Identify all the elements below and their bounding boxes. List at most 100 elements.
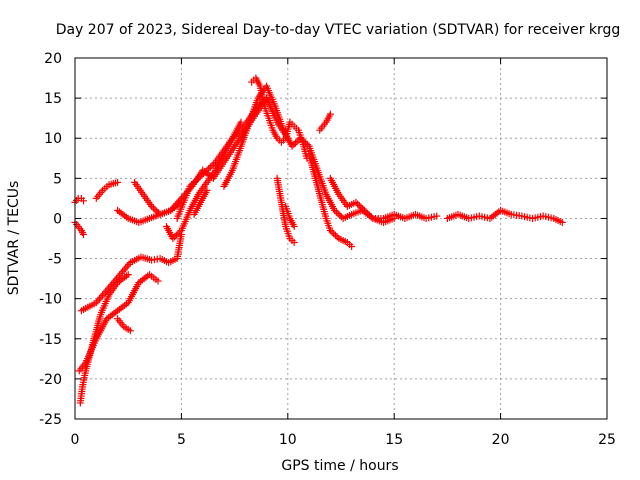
data-point bbox=[326, 226, 334, 234]
data-point bbox=[173, 214, 181, 222]
data-point bbox=[231, 142, 239, 150]
y-tick-label: -25 bbox=[39, 412, 62, 428]
data-point bbox=[193, 176, 201, 184]
x-tick-label: 10 bbox=[279, 432, 297, 448]
data-point bbox=[248, 78, 256, 86]
data-point bbox=[194, 190, 202, 198]
data-point bbox=[265, 114, 273, 122]
data-point bbox=[114, 307, 122, 315]
data-point bbox=[326, 174, 334, 182]
data-point bbox=[105, 181, 113, 189]
data-point bbox=[352, 198, 360, 206]
data-point bbox=[401, 214, 409, 222]
data-point bbox=[369, 214, 377, 222]
data-point bbox=[114, 178, 122, 186]
data-point bbox=[282, 222, 290, 230]
data-point bbox=[135, 279, 143, 287]
data-point bbox=[348, 210, 356, 218]
data-point bbox=[82, 367, 90, 375]
data-point bbox=[263, 82, 271, 90]
data-point bbox=[148, 256, 156, 264]
data-point bbox=[332, 208, 340, 216]
data-point bbox=[331, 231, 339, 239]
y-tick-label: 5 bbox=[53, 171, 62, 187]
data-point bbox=[277, 138, 285, 146]
data-point bbox=[237, 142, 245, 150]
data-point bbox=[263, 94, 271, 102]
data-point bbox=[277, 198, 285, 206]
data-point bbox=[359, 205, 367, 213]
data-point bbox=[165, 259, 173, 267]
x-axis-label: GPS time / hours bbox=[281, 458, 398, 474]
data-point bbox=[145, 271, 153, 279]
data-point bbox=[291, 139, 299, 147]
data-point bbox=[314, 166, 322, 174]
y-tick-label: 0 bbox=[53, 211, 62, 227]
data-point bbox=[206, 163, 214, 171]
data-point bbox=[153, 207, 161, 215]
data-point bbox=[322, 190, 330, 198]
data-point bbox=[290, 122, 298, 130]
data-point bbox=[336, 211, 344, 219]
data-point bbox=[154, 277, 162, 285]
data-point bbox=[550, 214, 558, 222]
data-point bbox=[288, 142, 296, 150]
data-point bbox=[558, 218, 566, 226]
data-point bbox=[486, 214, 494, 222]
data-point bbox=[237, 118, 245, 126]
data-point bbox=[151, 206, 159, 214]
data-point bbox=[168, 205, 176, 213]
data-point bbox=[333, 233, 341, 241]
y-axis-ticks: -25 -20 -15 -10 -5 0 5 10 15 20 bbox=[39, 51, 607, 428]
data-point bbox=[194, 174, 202, 182]
y-tick-label: -10 bbox=[39, 292, 62, 308]
data-point bbox=[290, 239, 298, 247]
data-point bbox=[171, 201, 179, 209]
y-tick-label: 15 bbox=[44, 91, 62, 107]
data-point bbox=[331, 206, 339, 214]
data-point bbox=[190, 210, 198, 218]
data-point bbox=[454, 210, 462, 218]
data-point bbox=[337, 213, 345, 221]
x-tick-label: 20 bbox=[492, 432, 510, 448]
data-point bbox=[280, 126, 288, 134]
data-point bbox=[322, 214, 330, 222]
data-point bbox=[252, 74, 260, 82]
series-arc-p bbox=[446, 207, 564, 225]
data-point bbox=[360, 206, 368, 214]
data-point bbox=[335, 235, 343, 242]
y-tick-label: -15 bbox=[39, 332, 62, 348]
data-point bbox=[105, 291, 113, 299]
data-point bbox=[269, 126, 277, 134]
data-point bbox=[539, 212, 547, 220]
data-point bbox=[145, 214, 153, 222]
data-point bbox=[186, 206, 194, 214]
data-point bbox=[205, 165, 213, 173]
data-point bbox=[171, 233, 179, 241]
data-point bbox=[220, 182, 228, 190]
data-point bbox=[348, 243, 356, 251]
data-point bbox=[180, 198, 188, 206]
data-point bbox=[367, 213, 375, 221]
data-point bbox=[80, 230, 88, 238]
data-point bbox=[354, 200, 362, 208]
data-point bbox=[149, 204, 157, 212]
data-point bbox=[80, 197, 88, 205]
data-point bbox=[271, 102, 279, 110]
data-point bbox=[139, 190, 147, 198]
x-tick-label: 25 bbox=[598, 432, 616, 448]
data-point bbox=[208, 161, 216, 169]
data-point bbox=[364, 210, 372, 218]
data-point bbox=[518, 212, 526, 220]
data-point bbox=[92, 299, 100, 307]
plot-frame bbox=[74, 57, 608, 420]
data-point bbox=[114, 279, 122, 287]
data-point bbox=[114, 315, 122, 323]
data-point bbox=[433, 212, 441, 220]
data-point bbox=[529, 214, 537, 222]
data-point bbox=[318, 198, 326, 206]
data-point bbox=[173, 255, 181, 263]
data-point bbox=[203, 186, 211, 194]
data-point bbox=[380, 218, 388, 226]
